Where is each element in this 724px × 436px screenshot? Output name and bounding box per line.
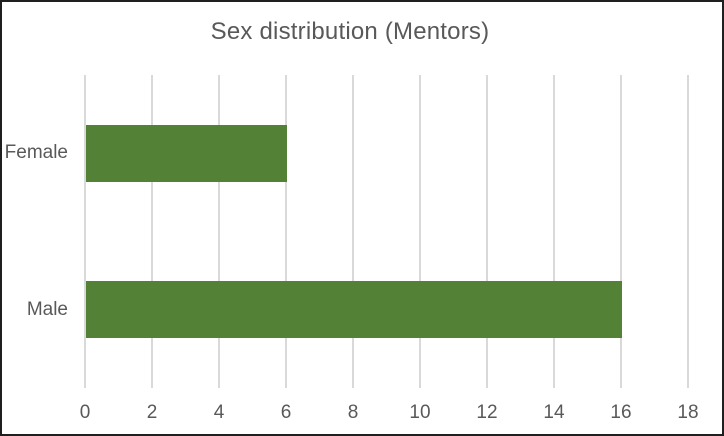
gridline	[84, 75, 86, 388]
x-axis-tick-label: 6	[280, 402, 292, 423]
gridline	[553, 75, 555, 388]
x-axis-tick-label: 8	[347, 402, 359, 423]
bar-female	[86, 124, 287, 182]
plot-area	[84, 75, 689, 388]
x-axis-tick-label: 2	[146, 402, 158, 423]
gridline	[419, 75, 421, 388]
gridline	[486, 75, 488, 388]
category-label-male: Male	[26, 298, 68, 320]
x-axis-tick-label: 4	[213, 402, 225, 423]
x-axis-tick-label: 10	[409, 402, 431, 423]
gridline	[620, 75, 622, 388]
gridline	[352, 75, 354, 388]
gridline	[218, 75, 220, 388]
chart-title: Sex distribution (Mentors)	[210, 18, 490, 45]
bar-male	[86, 281, 622, 339]
x-axis-tick-label: 16	[610, 402, 632, 423]
x-axis-tick-label: 0	[79, 402, 91, 423]
gridline	[151, 75, 153, 388]
gridline	[285, 75, 287, 388]
x-axis-tick-label: 12	[476, 402, 498, 423]
gridline	[687, 75, 689, 388]
x-axis-tick-label: 14	[543, 402, 565, 423]
category-label-female: Female	[4, 142, 68, 164]
x-axis-tick-label: 18	[677, 402, 699, 423]
